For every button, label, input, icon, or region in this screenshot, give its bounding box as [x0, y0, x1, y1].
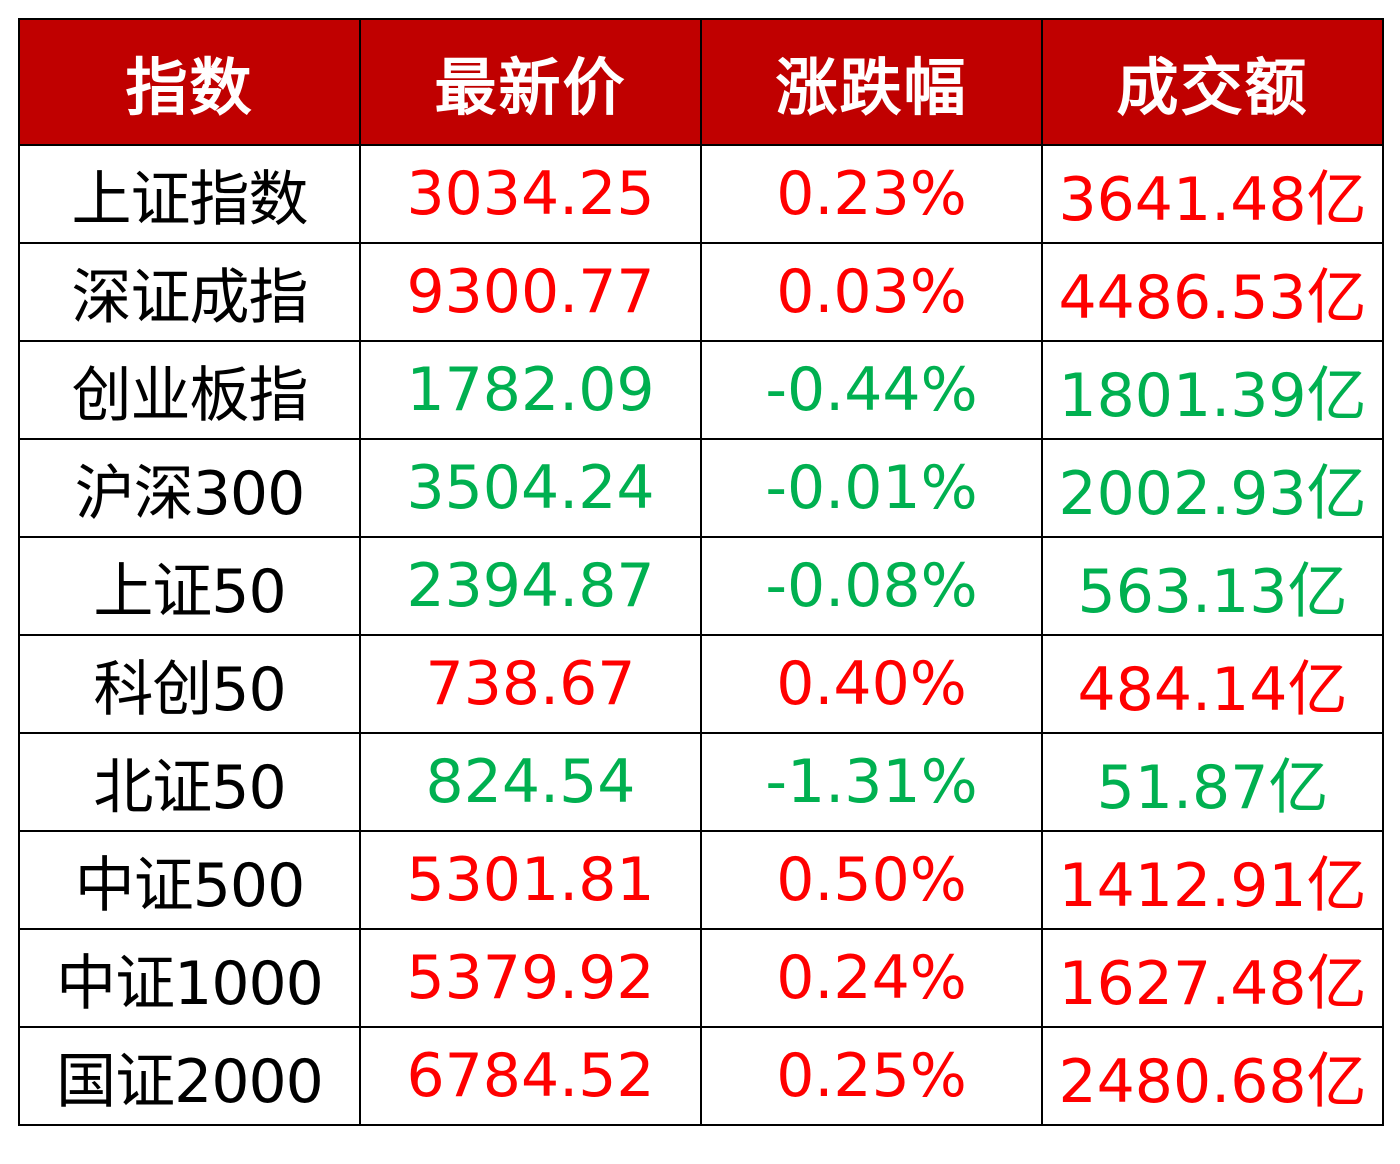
header-latest-price: 最新价: [359, 18, 702, 146]
index-name-cell: 国证2000: [18, 1026, 361, 1126]
price-cell: 2394.87: [359, 536, 702, 636]
table-row: 中证1000 5379.92 0.24% 1627.48亿: [18, 928, 1384, 1028]
index-name-cell: 上证指数: [18, 144, 361, 244]
header-turnover: 成交额: [1041, 18, 1384, 146]
turnover-cell: 2480.68亿: [1041, 1026, 1384, 1126]
price-cell: 3504.24: [359, 438, 702, 538]
table-row: 创业板指 1782.09 -0.44% 1801.39亿: [18, 340, 1384, 440]
header-change-pct: 涨跌幅: [700, 18, 1043, 146]
price-cell: 5379.92: [359, 928, 702, 1028]
index-quote-table: 指数 最新价 涨跌幅 成交额 上证指数 3034.25 0.23% 3641.4…: [18, 18, 1384, 1126]
change-cell: 0.25%: [700, 1026, 1043, 1126]
price-cell: 738.67: [359, 634, 702, 734]
turnover-cell: 2002.93亿: [1041, 438, 1384, 538]
change-cell: 0.23%: [700, 144, 1043, 244]
table-row: 深证成指 9300.77 0.03% 4486.53亿: [18, 242, 1384, 342]
index-name-cell: 科创50: [18, 634, 361, 734]
change-cell: -1.31%: [700, 732, 1043, 832]
index-name-cell: 上证50: [18, 536, 361, 636]
change-cell: 0.03%: [700, 242, 1043, 342]
price-cell: 1782.09: [359, 340, 702, 440]
table-row: 沪深300 3504.24 -0.01% 2002.93亿: [18, 438, 1384, 538]
header-row: 指数 最新价 涨跌幅 成交额: [18, 18, 1384, 146]
turnover-cell: 563.13亿: [1041, 536, 1384, 636]
turnover-cell: 1627.48亿: [1041, 928, 1384, 1028]
change-cell: -0.08%: [700, 536, 1043, 636]
index-name-cell: 中证1000: [18, 928, 361, 1028]
table-row: 北证50 824.54 -1.31% 51.87亿: [18, 732, 1384, 832]
turnover-cell: 1412.91亿: [1041, 830, 1384, 930]
change-cell: -0.01%: [700, 438, 1043, 538]
index-name-cell: 创业板指: [18, 340, 361, 440]
table-row: 上证指数 3034.25 0.23% 3641.48亿: [18, 144, 1384, 244]
turnover-cell: 3641.48亿: [1041, 144, 1384, 244]
header-index: 指数: [18, 18, 361, 146]
table-row: 上证50 2394.87 -0.08% 563.13亿: [18, 536, 1384, 636]
price-cell: 5301.81: [359, 830, 702, 930]
table-row: 中证500 5301.81 0.50% 1412.91亿: [18, 830, 1384, 930]
change-cell: 0.50%: [700, 830, 1043, 930]
change-cell: 0.24%: [700, 928, 1043, 1028]
change-cell: 0.40%: [700, 634, 1043, 734]
table-row: 科创50 738.67 0.40% 484.14亿: [18, 634, 1384, 734]
turnover-cell: 484.14亿: [1041, 634, 1384, 734]
turnover-cell: 4486.53亿: [1041, 242, 1384, 342]
price-cell: 3034.25: [359, 144, 702, 244]
turnover-cell: 1801.39亿: [1041, 340, 1384, 440]
index-name-cell: 北证50: [18, 732, 361, 832]
table-row: 国证2000 6784.52 0.25% 2480.68亿: [18, 1026, 1384, 1126]
turnover-cell: 51.87亿: [1041, 732, 1384, 832]
index-name-cell: 深证成指: [18, 242, 361, 342]
change-cell: -0.44%: [700, 340, 1043, 440]
index-name-cell: 沪深300: [18, 438, 361, 538]
index-name-cell: 中证500: [18, 830, 361, 930]
price-cell: 6784.52: [359, 1026, 702, 1126]
price-cell: 824.54: [359, 732, 702, 832]
price-cell: 9300.77: [359, 242, 702, 342]
